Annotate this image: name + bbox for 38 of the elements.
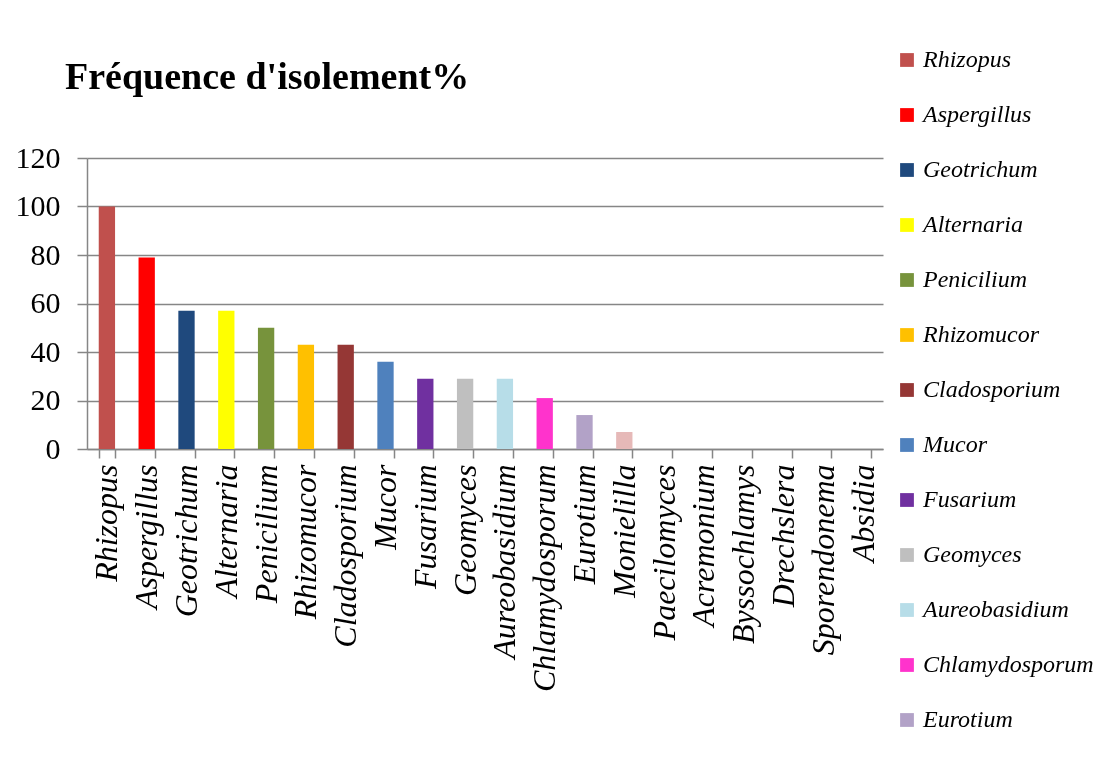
legend-label: Rhizomucor	[922, 321, 1040, 347]
x-tick-label: Rhizomucor	[287, 463, 324, 621]
x-tick-label: Mucor	[367, 463, 403, 551]
legend-label: Geotrichum	[923, 156, 1038, 182]
x-tick-label: Aspergillus	[128, 464, 165, 612]
x-tick-label: Geomyces	[446, 464, 483, 596]
chart-title: Fréquence d'isolement%	[65, 55, 470, 97]
x-tick-label: Eurotium	[566, 464, 602, 586]
x-tick-label: Geotrichum	[168, 464, 204, 618]
y-tick-label: 100	[15, 189, 61, 222]
x-tick-label: Penicilium	[247, 464, 284, 605]
x-tick-label: Byssochlamys	[725, 464, 762, 645]
legend-label: Alternaria	[921, 211, 1023, 237]
x-tick-label: Paecilomyces	[645, 464, 682, 642]
y-tick-label: 120	[15, 140, 61, 174]
y-tick-label: 40	[30, 334, 61, 368]
x-tick-label: Drechslera	[765, 464, 801, 609]
y-tick-label: 60	[30, 286, 61, 319]
legend-label: Eurotium	[922, 706, 1013, 732]
legend-label: Chlamydosporum	[923, 651, 1094, 677]
y-tick-label: 20	[30, 383, 61, 416]
x-tick-label: Chlamydosporum	[526, 464, 563, 693]
x-tick-label: Alternaria	[207, 464, 244, 600]
y-tick-label: 80	[30, 237, 61, 271]
legend-label: Rhizopus	[922, 46, 1012, 72]
x-tick-label: Sporendonema	[804, 464, 841, 656]
legend-label: Mucor	[922, 431, 988, 457]
x-tick-label: Monielilla	[605, 464, 642, 599]
y-tick-label: 0	[45, 431, 61, 465]
legend-label: Aspergillus	[921, 101, 1032, 127]
x-tick-label: Cladosporium	[327, 464, 364, 648]
x-tick-label: Absidia	[844, 464, 881, 565]
legend-label: Cladosporium	[923, 376, 1061, 402]
x-tick-label: Acremonium	[685, 464, 722, 629]
x-tick-label: Fusarium	[406, 464, 443, 590]
x-tick-label: Aureobasidium	[486, 464, 523, 661]
legend-label: Penicilium	[922, 266, 1027, 292]
x-tick-label: Rhizopus	[88, 464, 125, 583]
